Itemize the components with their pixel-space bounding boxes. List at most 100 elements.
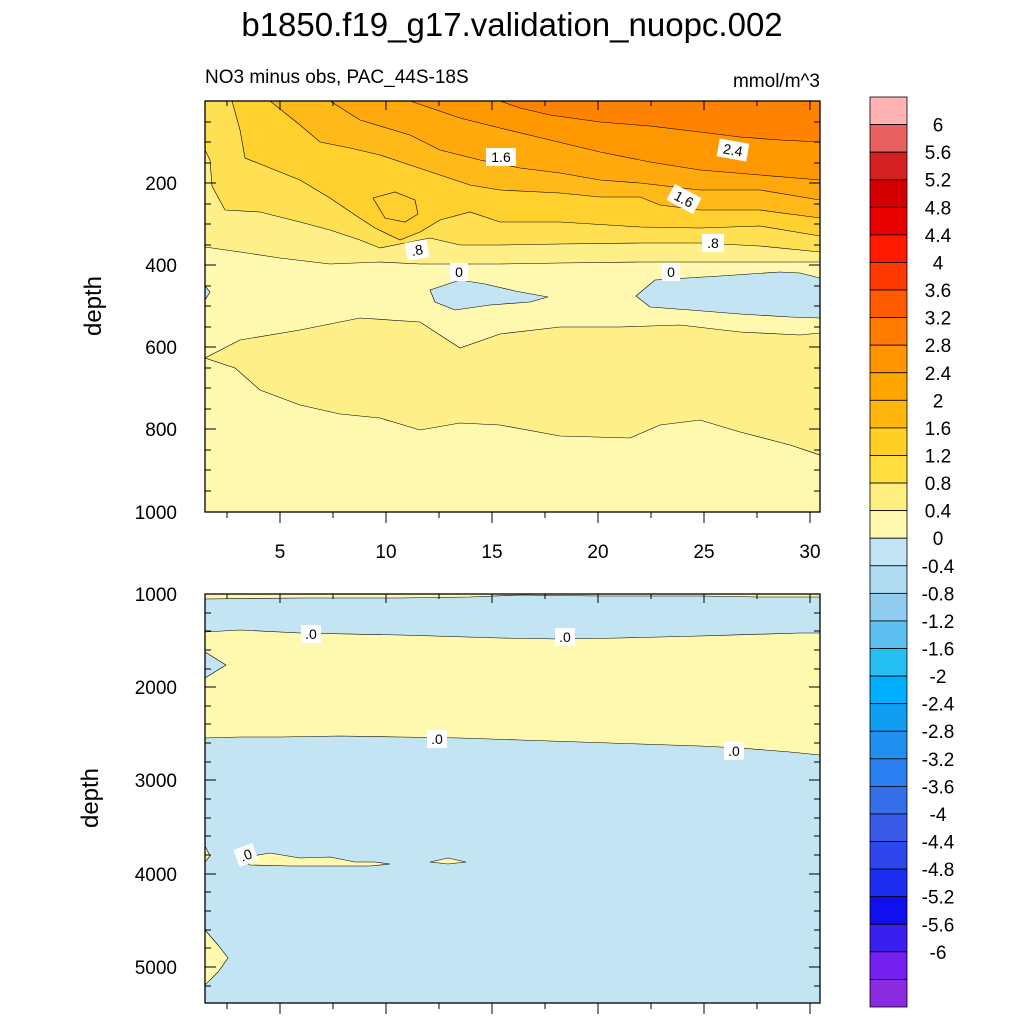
upper-fill-1-2-blob [372, 191, 419, 223]
colorbar-swatch [869, 124, 908, 153]
colorbar-swatch [869, 896, 908, 925]
upper-contour-label-2-text: 2.4 [722, 140, 744, 159]
colorbar-swatch [869, 455, 908, 484]
lower-contour-label-3-text: .0 [431, 731, 443, 747]
upper-y-axis [205, 121, 820, 492]
colorbar-swatch [869, 179, 908, 208]
colorbar-label: -3.2 [922, 750, 955, 771]
lower-y-tick-label: 1000 [135, 585, 177, 606]
upper-contour-label-6: 0 [450, 263, 468, 281]
lower-x-axis [226, 594, 811, 1014]
colorbar-label: -4.4 [922, 833, 955, 854]
lower-y-tick-label: 2000 [135, 678, 177, 699]
colorbar-label: -1.2 [922, 612, 955, 633]
upper-contour-label-6-text: 0 [455, 264, 463, 280]
lower-fill-zero-top [205, 594, 820, 600]
lower-fill-neg-notch [205, 651, 227, 679]
colorbar-swatch [869, 620, 908, 649]
colorbar-swatch [869, 289, 908, 319]
colorbar-label: 1.6 [925, 419, 951, 440]
lower-y-tick-label: 5000 [135, 958, 177, 979]
colorbar-label: 2.4 [925, 364, 952, 385]
upper-contour-label-2: 2.4 [716, 138, 750, 162]
colorbar-swatch [869, 206, 908, 236]
upper-contour-label-7-text: 0 [667, 264, 675, 280]
lower-contour-label-2-text: .0 [559, 629, 571, 645]
colorbar-label: 0.8 [925, 474, 951, 495]
upper-y-tick-label: 400 [145, 256, 177, 277]
lower-fill-zero-band [205, 629, 820, 756]
colorbar-label: -2.4 [922, 695, 955, 716]
upper-y-tick-label: 800 [145, 420, 177, 441]
lower-contour-label-4-text: .0 [728, 743, 740, 759]
upper-x-axis [226, 101, 811, 523]
upper-x-tick-label: 30 [799, 542, 820, 563]
colorbar: 6 5.6 5.2 4.8 4.4 4 3.6 3.2 2.8 2.4 2 1.6 1.2 0.8 0.4 0… [869, 96, 955, 1008]
lower-contour-label-5-text: .0 [238, 845, 255, 864]
colorbar-label: 0 [933, 529, 944, 550]
colorbar-label: -0.4 [922, 557, 955, 578]
lower-y-tick-label: 4000 [135, 865, 177, 886]
upper-x-tick-label: 10 [375, 542, 396, 563]
colorbar-swatch [869, 868, 908, 898]
lower-fill-zero-corner [205, 929, 229, 986]
colorbar-label: 2.8 [925, 336, 951, 357]
lower-contour-label-1: .0 [301, 625, 321, 643]
lower-panel: .0 .0 .0 .0 .0 [77, 585, 821, 1014]
colorbar-label: 5.6 [925, 143, 951, 164]
colorbar-label: 4 [933, 253, 944, 274]
colorbar-swatch [869, 537, 908, 567]
colorbar-swatch [869, 344, 908, 374]
chart-title: b1850.f19_g17.validation_nuopc.002 [241, 6, 782, 43]
colorbar-label: 1.2 [925, 446, 951, 467]
colorbar-swatch [869, 758, 908, 787]
lower-y-tick-label: 3000 [135, 771, 177, 792]
upper-contour-label-4-text: .8 [410, 241, 424, 259]
colorbar-swatch [869, 675, 908, 705]
colorbar-swatch [869, 510, 908, 539]
colorbar-label: -4 [930, 805, 947, 826]
colorbar-swatch [869, 399, 908, 429]
upper-y-tick-label: 1000 [135, 503, 177, 524]
colorbar-label: 4.8 [925, 198, 951, 219]
upper-x-tick-label: 25 [693, 542, 714, 563]
upper-y-tick-label: 200 [145, 174, 177, 195]
colorbar-swatch [869, 372, 908, 401]
upper-fill-neg-1 [429, 279, 549, 311]
colorbar-swatch [869, 703, 908, 732]
colorbar-label: 4.4 [925, 226, 952, 247]
upper-y-axis-label: depth [80, 276, 107, 336]
colorbar-swatch [869, 785, 908, 815]
upper-contour-label-1-text: 1.6 [491, 149, 511, 165]
colorbar-label: -4.8 [922, 860, 955, 881]
colorbar-label: -5.2 [922, 888, 955, 909]
colorbar-label: 3.2 [925, 309, 951, 330]
lower-y-axis [205, 612, 820, 987]
chart-units: mmol/m^3 [733, 71, 820, 92]
colorbar-label: -0.8 [922, 584, 955, 605]
colorbar-swatch [869, 262, 908, 291]
lower-contour-label-5: .0 [233, 843, 259, 867]
colorbar-label: 6 [933, 116, 944, 137]
upper-y-tick-label: 600 [145, 338, 177, 359]
colorbar-label: 2 [933, 391, 944, 412]
lower-y-axis-label: depth [77, 768, 104, 828]
colorbar-swatch [869, 317, 908, 346]
lower-fill-zero-edge-1 [205, 845, 211, 863]
colorbar-swatch [869, 592, 908, 622]
colorbar-swatch [869, 841, 908, 870]
colorbar-swatch [869, 482, 908, 512]
colorbar-label: -2 [930, 667, 947, 688]
chart-subtitle-left: NO3 minus obs, PAC_44S-18S [205, 67, 469, 88]
upper-contour-label-7: 0 [662, 263, 680, 281]
upper-contour-label-4: .8 [404, 239, 430, 261]
lower-contour-label-1-text: .0 [305, 626, 317, 642]
colorbar-label: 5.2 [925, 171, 951, 192]
upper-contour-label-1: 1.6 [486, 148, 516, 166]
lower-fill-zero-streak-2 [429, 857, 467, 865]
upper-x-tick-label: 20 [587, 542, 608, 563]
upper-x-tick-label: 15 [481, 542, 502, 563]
lower-contour-label-2: .0 [555, 628, 575, 646]
colorbar-swatch [869, 96, 908, 125]
